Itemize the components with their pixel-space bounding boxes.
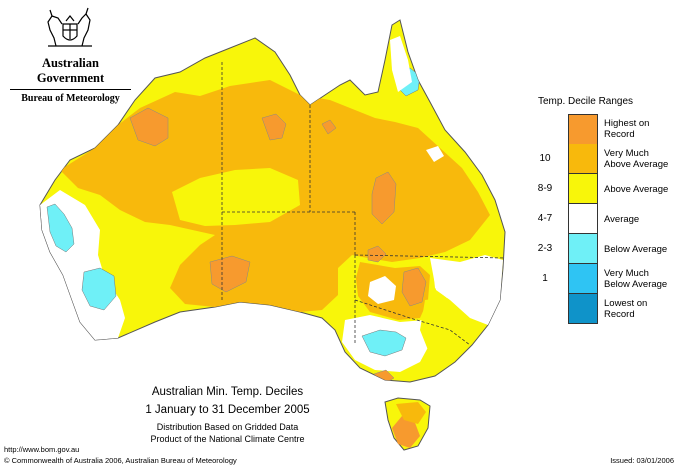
legend-label-line1: Very Much [604, 148, 649, 159]
legend-row: 8-9 Above Average [528, 174, 673, 204]
region-vic-yellow-patch [438, 334, 465, 360]
legend-row: 4-7 Average [528, 204, 673, 234]
legend-label-line2: Above Average [604, 159, 669, 170]
legend-row: Highest on Record [528, 114, 673, 145]
legend-title: Temp. Decile Ranges [538, 96, 634, 107]
region-wa-highest-on-record [209, 255, 251, 293]
legend-row: 1 Very Much Below Average [528, 264, 673, 294]
region-nt-highest-on-record [261, 113, 287, 141]
legend-label: Below Average [604, 234, 678, 264]
region-nt-small-highest-on-record [321, 119, 337, 135]
legend-label-line2: Below Average [604, 279, 668, 290]
region-sa-white-patch [368, 276, 396, 304]
legend-key: 2-3 [537, 243, 553, 254]
legend-label: Lowest on Record [604, 294, 678, 324]
legend-label-line1: Highest on [604, 118, 650, 129]
legend-label-line1: Average [604, 213, 640, 225]
legend-label-line1: Very Much [604, 268, 649, 279]
logo-divider [10, 89, 131, 90]
legend-key: 8-9 [537, 183, 553, 194]
map-period: 1 January to 31 December 2005 [145, 404, 310, 416]
footer-url[interactable]: http://www.bom.gov.au [4, 445, 80, 454]
region-central-above-average [172, 168, 300, 226]
legend-swatch [568, 174, 598, 204]
legend-swatch [568, 294, 598, 324]
legend-swatch [568, 114, 598, 145]
region-tasmania-highest-on-record [392, 416, 420, 448]
region-qld-highest-on-record [371, 171, 397, 225]
legend-key: 10 [539, 153, 551, 164]
bureau-title: Bureau of Meteorology [21, 93, 120, 104]
legend-label: Highest on Record [604, 114, 678, 144]
map-note-line2: Product of the National Climate Centre [150, 434, 305, 444]
footer-copyright: © Commonwealth of Australia 2006, Austra… [4, 456, 237, 465]
logo-block: Australian Government Bureau of Meteorol… [8, 8, 133, 104]
map-title: Australian Min. Temp. Deciles [151, 386, 304, 398]
region-sa-highest-on-record [367, 245, 387, 263]
legend-label-line2: Record [604, 129, 635, 140]
legend-row: 10 Very Much Above Average [528, 144, 673, 174]
region-top-end-average-patch [426, 146, 444, 162]
legend-key: 4-7 [537, 213, 553, 224]
government-title: Australian Government [36, 56, 105, 85]
region-kimberley-highest-on-record [129, 107, 169, 147]
legend-swatch [568, 204, 598, 234]
region-nsw-highest-on-record [401, 267, 427, 307]
region-tasmania-very-much-above-average [396, 402, 426, 424]
region-wa-below-average-south [81, 267, 117, 311]
footer-issued-date: Issued: 03/01/2006 [610, 456, 674, 465]
legend-row: Lowest on Record [528, 294, 673, 324]
legend-label: Above Average [604, 174, 678, 204]
legend-label-line1: Lowest on [604, 298, 648, 309]
state-borders [221, 62, 506, 346]
legend: Highest on Record 10 Very Much Above Average… [528, 114, 673, 324]
legend-swatch [568, 234, 598, 264]
legend-swatch [568, 144, 598, 174]
legend-label-line1: Above Average [604, 183, 669, 195]
legend-key: 1 [542, 273, 548, 284]
legend-label: Very Much Below Average [604, 264, 678, 294]
legend-swatch [568, 264, 598, 294]
region-cape-york-average [390, 36, 412, 92]
region-vic-below-average [361, 329, 407, 357]
region-nsw-white-patch [433, 262, 462, 298]
legend-label-line2: Record [604, 309, 635, 320]
legend-row: 2-3 Below Average [528, 234, 673, 264]
map-note-line1: Distribution Based on Gridded Data [156, 422, 299, 432]
legend-label-line1: Below Average [604, 243, 668, 255]
legend-label: Average [604, 204, 678, 234]
region-wa-below-average-north [46, 203, 75, 253]
coat-of-arms-emblem [47, 7, 92, 47]
legend-label: Very Much Above Average [604, 144, 678, 174]
